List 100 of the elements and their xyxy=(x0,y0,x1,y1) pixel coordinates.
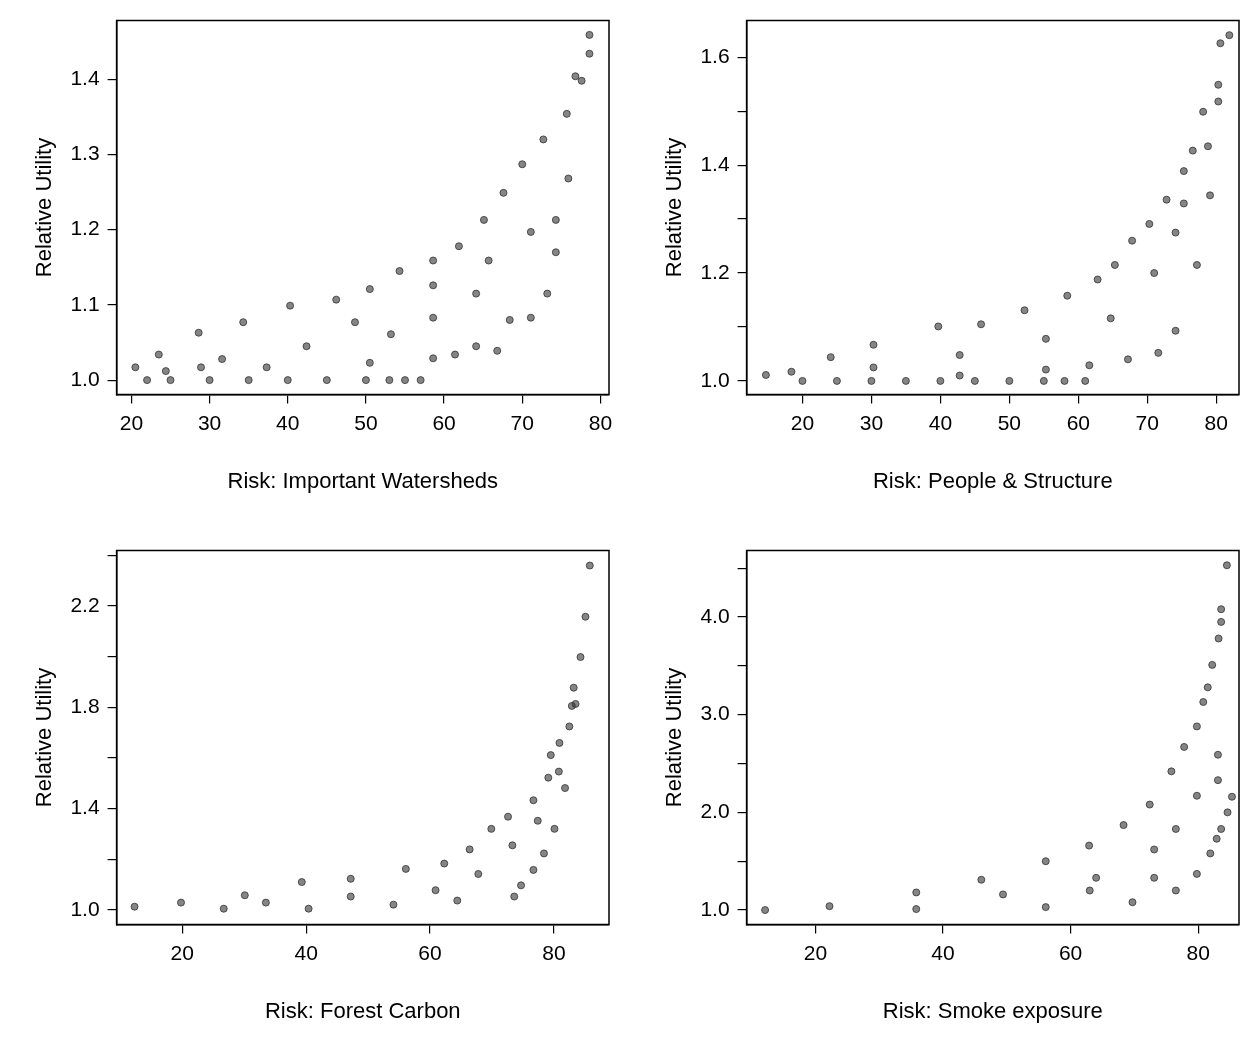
point xyxy=(571,699,580,708)
point xyxy=(1128,898,1137,907)
y-tick-label: 1.4 xyxy=(700,151,730,175)
point xyxy=(551,215,560,224)
point xyxy=(1216,39,1225,48)
x-tick-label: 80 xyxy=(1204,410,1228,434)
x-tick-label: 60 xyxy=(418,940,442,964)
y-tick-label: 1.0 xyxy=(700,367,730,391)
point xyxy=(510,892,519,901)
point xyxy=(131,363,140,372)
point xyxy=(1206,849,1215,858)
point xyxy=(161,367,170,376)
x-tick-label: 30 xyxy=(859,410,884,434)
y-tick-label: 1.3 xyxy=(70,141,100,165)
y-tick-label: 1.0 xyxy=(70,896,100,920)
point xyxy=(1060,376,1069,385)
point xyxy=(1106,314,1115,323)
point xyxy=(454,242,463,251)
y-axis-title: Relative Utility xyxy=(31,137,57,278)
point xyxy=(576,653,585,662)
point xyxy=(526,313,535,322)
x-tick-label: 20 xyxy=(790,410,815,434)
point xyxy=(332,295,341,304)
y-tick-label: 1.4 xyxy=(70,795,100,819)
x-tick-label: 60 xyxy=(1058,940,1083,964)
point xyxy=(1150,269,1159,278)
y-tick-label: 2.0 xyxy=(700,799,730,823)
point xyxy=(1217,824,1226,833)
point xyxy=(493,346,502,355)
point xyxy=(262,363,271,372)
point xyxy=(1092,873,1101,882)
point xyxy=(143,376,152,385)
point xyxy=(1162,195,1171,204)
point xyxy=(787,367,796,376)
point xyxy=(1192,722,1201,731)
point xyxy=(505,315,514,324)
point xyxy=(429,354,438,363)
point xyxy=(1223,808,1232,817)
y-tick-label: 1.4 xyxy=(70,66,100,90)
point xyxy=(283,376,292,385)
point xyxy=(194,328,203,337)
point xyxy=(867,376,876,385)
point xyxy=(832,376,841,385)
y-tick-label: 1.2 xyxy=(700,259,730,283)
x-tick-label: 50 xyxy=(354,410,378,434)
point xyxy=(1150,873,1159,882)
point xyxy=(177,898,186,907)
point xyxy=(577,76,586,85)
point xyxy=(977,320,986,329)
point xyxy=(479,215,488,224)
point xyxy=(346,892,355,901)
point xyxy=(1041,365,1050,374)
point xyxy=(401,376,409,385)
point xyxy=(1041,903,1050,912)
point xyxy=(1145,219,1154,228)
point xyxy=(474,869,483,878)
point xyxy=(429,281,438,290)
point xyxy=(499,188,508,197)
point xyxy=(1085,886,1094,895)
point xyxy=(1085,841,1094,850)
point xyxy=(565,722,574,731)
y-tick-label: 2.2 xyxy=(70,592,100,616)
point xyxy=(1171,228,1180,237)
point xyxy=(472,342,481,351)
point xyxy=(484,256,493,265)
point xyxy=(385,376,394,385)
point xyxy=(544,773,553,782)
point xyxy=(504,812,513,821)
point xyxy=(869,363,878,372)
x-tick-label: 40 xyxy=(928,410,953,434)
point xyxy=(1123,355,1132,364)
point xyxy=(218,355,227,364)
point xyxy=(539,135,548,144)
point xyxy=(518,160,527,169)
y-tick-label: 3.0 xyxy=(700,701,730,725)
point xyxy=(304,904,313,913)
point xyxy=(901,376,910,385)
point xyxy=(1206,191,1215,200)
point xyxy=(205,376,214,385)
point xyxy=(569,683,578,692)
point xyxy=(529,865,538,874)
point xyxy=(244,376,253,385)
point xyxy=(529,796,538,805)
point xyxy=(1179,199,1188,208)
point xyxy=(1150,845,1159,854)
point xyxy=(955,351,964,360)
point xyxy=(472,289,481,298)
point xyxy=(533,816,542,825)
point xyxy=(130,902,139,911)
point xyxy=(1171,886,1180,895)
point xyxy=(154,350,163,359)
point xyxy=(1041,334,1050,343)
point xyxy=(1213,776,1222,785)
x-tick-label: 80 xyxy=(542,940,566,964)
point xyxy=(934,322,943,331)
point xyxy=(440,859,449,868)
x-tick-label: 40 xyxy=(931,940,955,964)
point xyxy=(1154,348,1163,357)
point xyxy=(386,330,395,339)
point xyxy=(1005,376,1014,385)
